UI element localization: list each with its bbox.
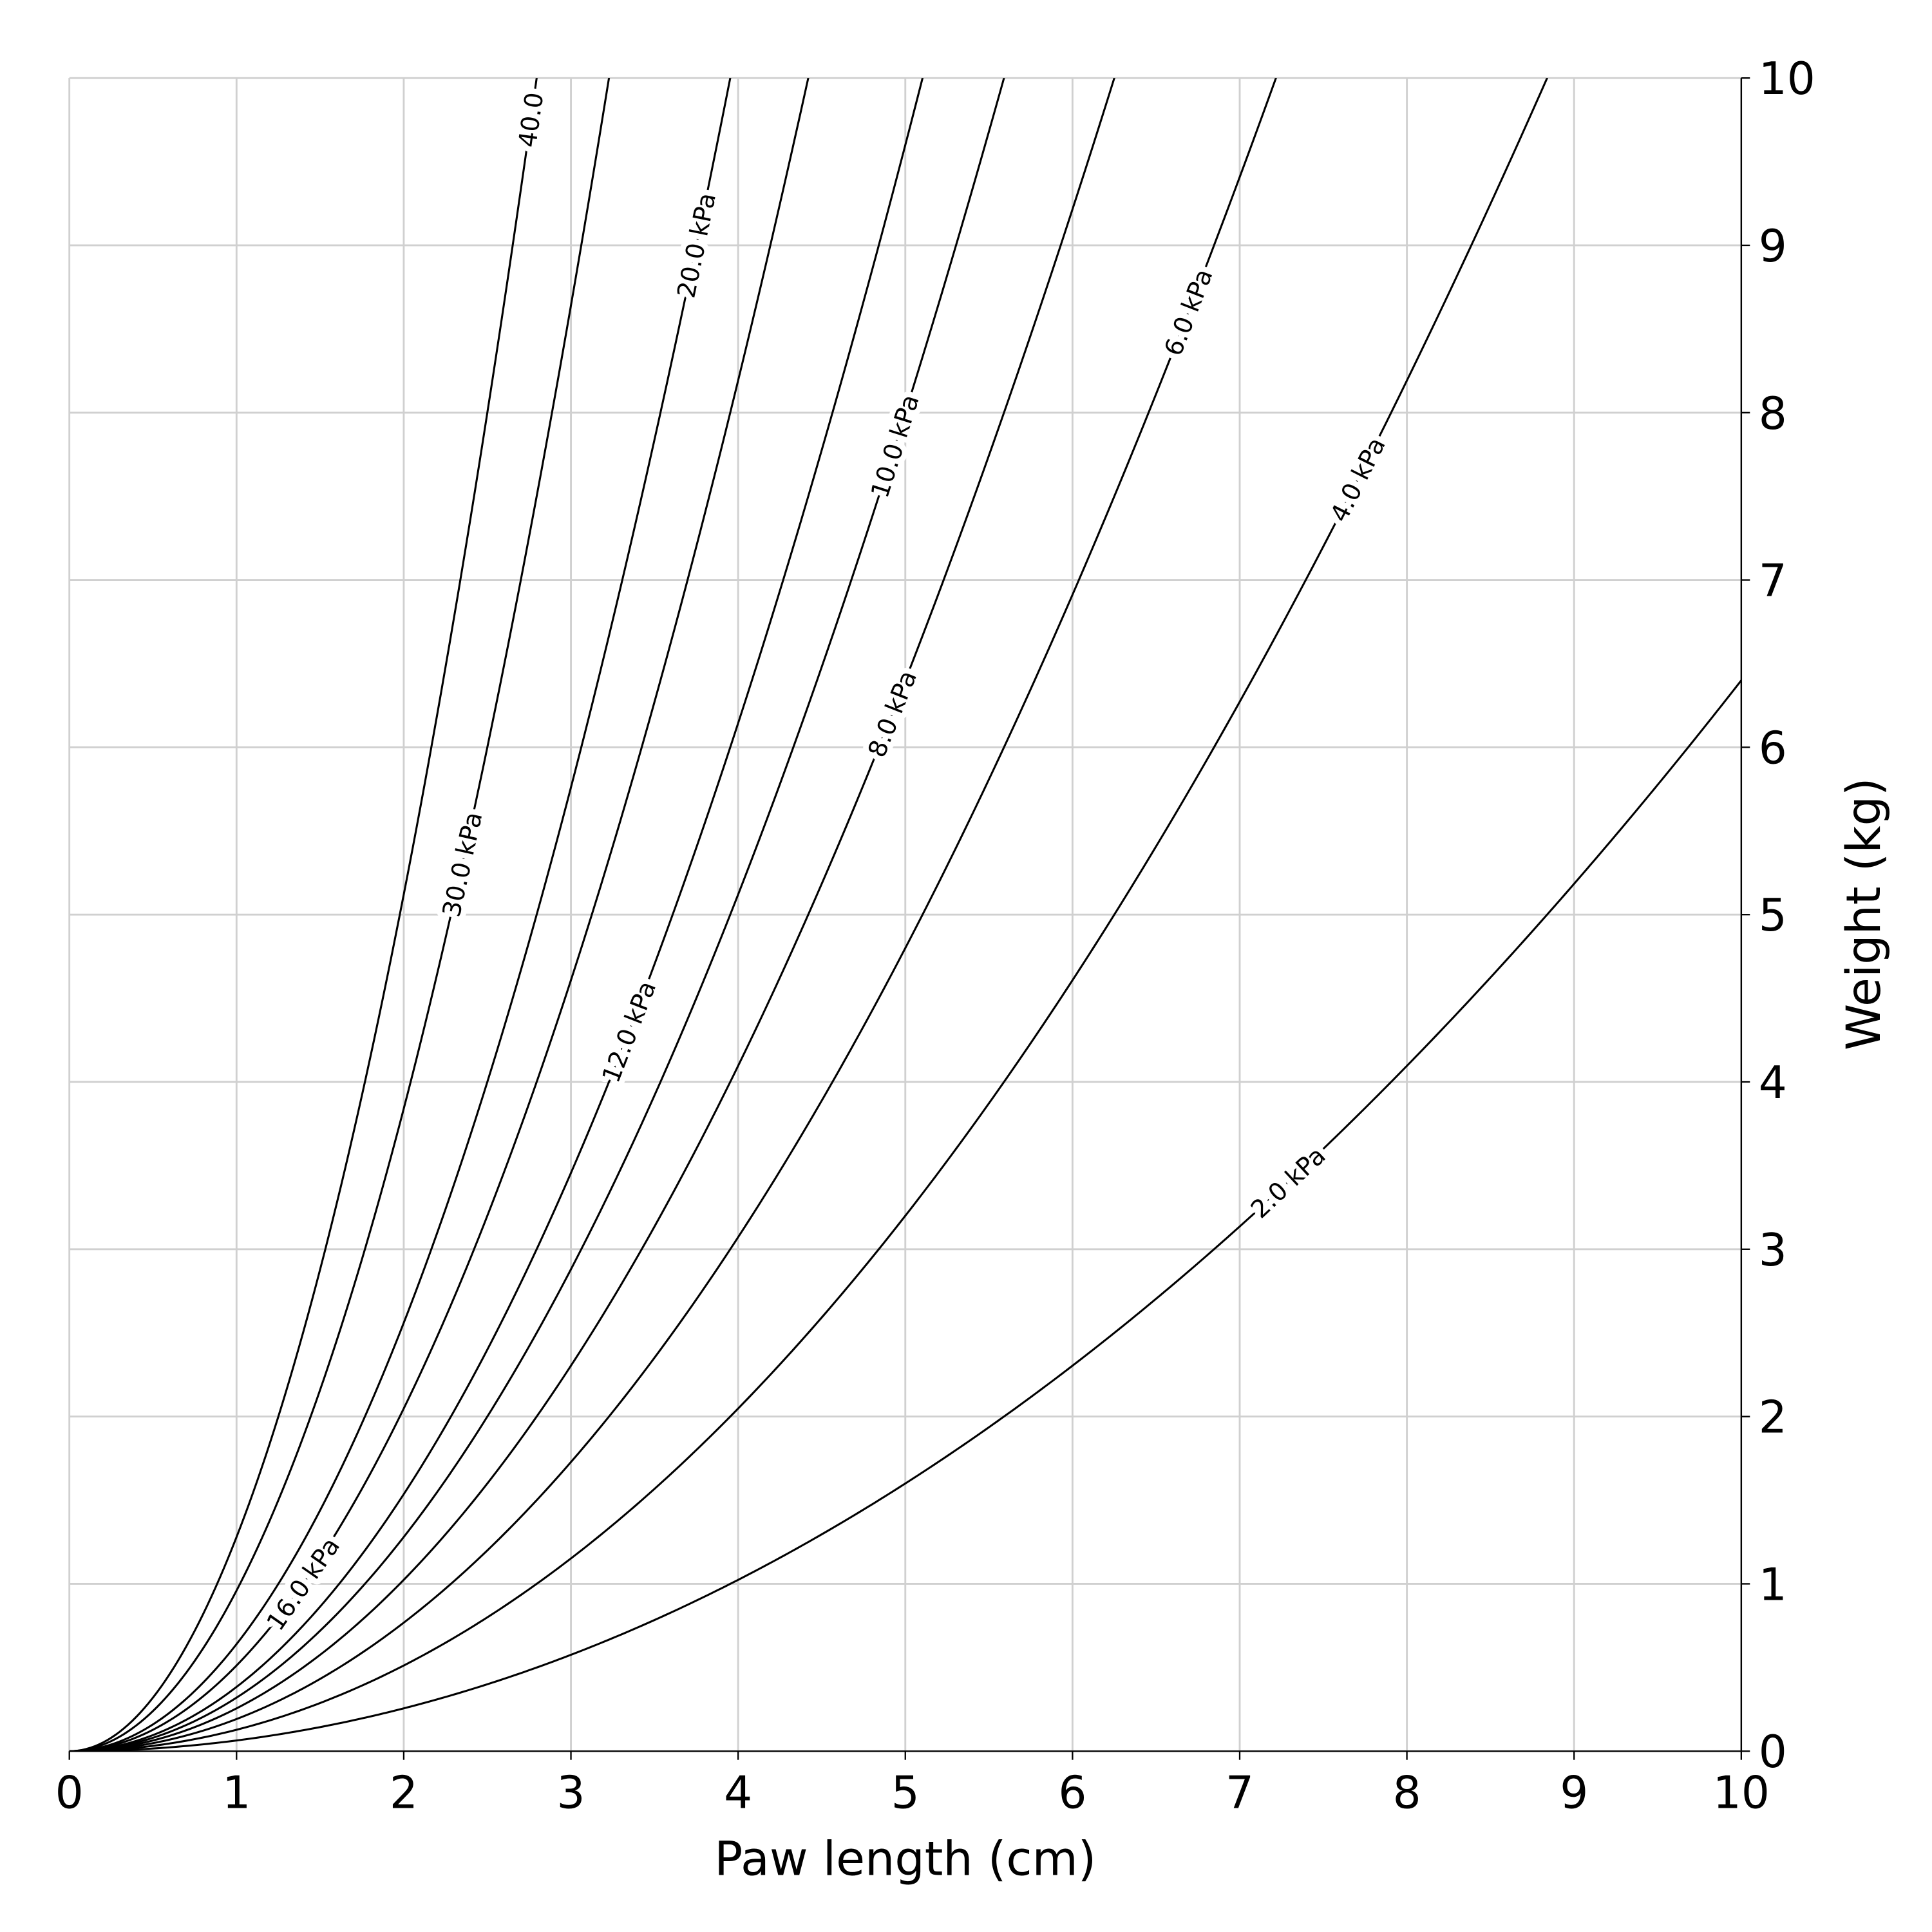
contour-label: 6.0 kPa: [1159, 265, 1219, 360]
y-tick-label: 4: [1759, 1057, 1787, 1109]
x-tick-label: 0: [55, 1768, 84, 1819]
grid: [68, 77, 1743, 1752]
y-tick-label: 5: [1759, 890, 1787, 942]
y-tick-label: 8: [1759, 388, 1787, 440]
y-tick-label: 3: [1759, 1225, 1787, 1276]
x-tick-label: 6: [1058, 1768, 1086, 1819]
contour-line-6kpa: [69, 78, 1277, 1752]
x-tick-label: 7: [1226, 1768, 1254, 1819]
y-tick-label: 10: [1759, 53, 1815, 105]
contour-line-16kpa: [69, 78, 810, 1752]
y-tick-label: 7: [1759, 556, 1787, 607]
x-tick-label: 4: [724, 1768, 752, 1819]
x-tick-label: 3: [557, 1768, 585, 1819]
contour-line-8kpa: [69, 78, 1115, 1752]
contour-label: 12.0 kPa: [596, 977, 662, 1086]
contour-label: 10.0 kPa: [866, 392, 925, 502]
contour-line-40kpa: [69, 78, 538, 1752]
x-tick-label: 5: [891, 1768, 920, 1819]
contour-line-20kpa: [69, 78, 732, 1752]
contour-line-2kpa: [69, 679, 1741, 1752]
x-tick-label: 8: [1393, 1768, 1421, 1819]
contour-label: 2.0 kPa: [1245, 1141, 1332, 1224]
contour-line-12kpa: [69, 78, 924, 1752]
x-tick-label: 10: [1713, 1768, 1770, 1819]
contour-line-10kpa: [69, 78, 1005, 1752]
contour-label: 40.0: [513, 91, 550, 149]
y-tick-label: 0: [1759, 1727, 1787, 1778]
x-axis-label: Paw length (cm): [714, 1832, 1096, 1887]
y-tick-label: 6: [1759, 723, 1787, 774]
x-tick-label: 2: [390, 1768, 418, 1819]
curves: [69, 78, 1741, 1752]
y-axis-label: Weight (kg): [1837, 777, 1891, 1050]
contour-label: 4.0 kPa: [1325, 433, 1392, 527]
x-tick-label: 1: [222, 1768, 251, 1819]
contour-label: 30.0 kPa: [437, 810, 489, 920]
y-tick-label: 2: [1759, 1392, 1787, 1444]
contour-line-30kpa: [69, 78, 611, 1752]
x-tick-label: 9: [1560, 1768, 1588, 1819]
y-tick-label: 9: [1759, 221, 1787, 272]
y-tick-label: 1: [1759, 1559, 1787, 1611]
contour-line-4kpa: [69, 78, 1549, 1752]
